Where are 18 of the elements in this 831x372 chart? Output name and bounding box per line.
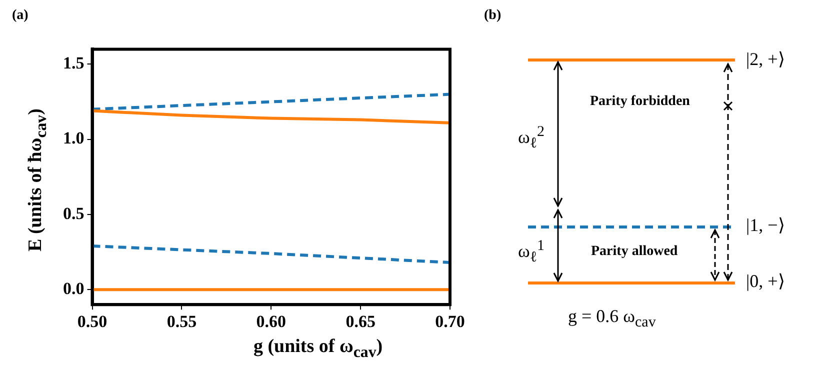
x-tick-label: 0.50 [77, 312, 108, 332]
y-tick-label: 1.5 [63, 54, 84, 73]
text: Parity allowed [591, 244, 678, 260]
x-axis-title: g (units of ω$_{cav}$) [252, 336, 384, 362]
x-tick-label: 0.55 [166, 312, 197, 332]
x-tick-label: 0.65 [346, 312, 376, 332]
text: Parity forbidden [590, 94, 690, 110]
y-tick-label: 0.5 [63, 204, 84, 223]
x-tick-label: 0.60 [256, 312, 286, 332]
y-tick-label: 1.0 [63, 128, 84, 148]
chart-title: (a) [12, 8, 28, 24]
text: (b) [484, 8, 502, 24]
text: |2, +⟩ [746, 48, 785, 70]
text: |1, −⟩ [746, 214, 785, 236]
x-tick-label: 0.70 [435, 312, 465, 332]
y-tick-label: 0.0 [63, 278, 84, 298]
text: g = 0.6 ω$_{cav}$ [568, 306, 656, 332]
text: |0, +⟩ [746, 270, 785, 292]
